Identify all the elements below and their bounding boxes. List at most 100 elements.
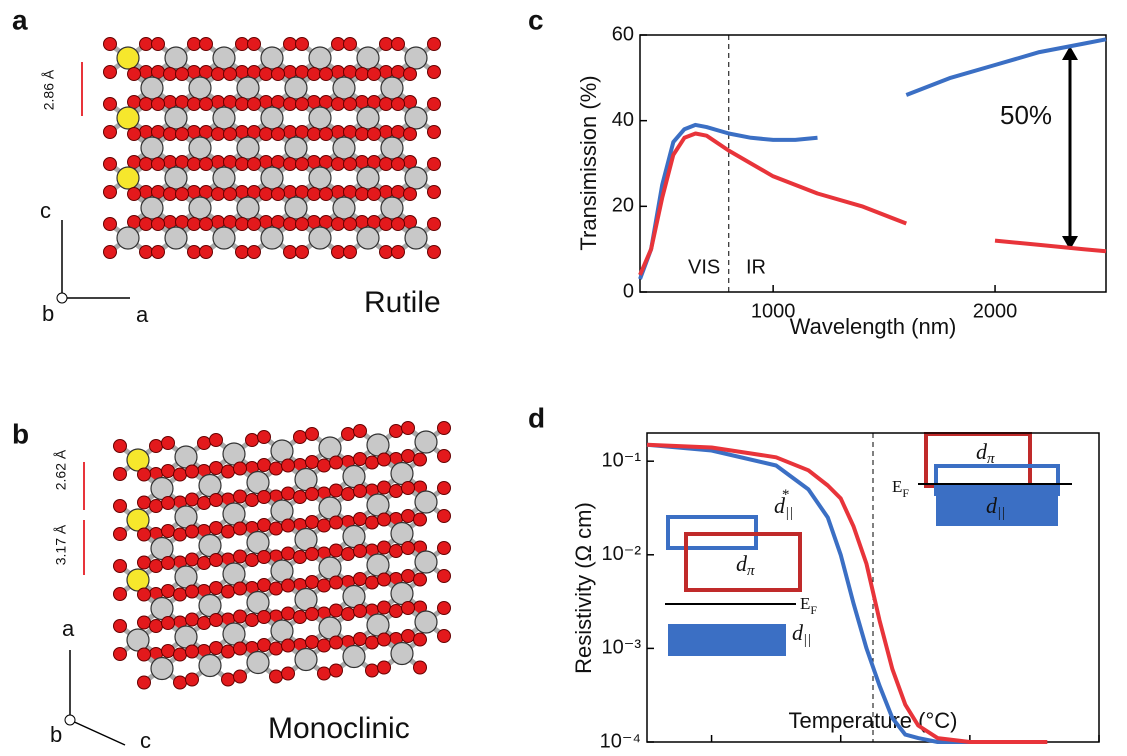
- oxygen-atom: [404, 188, 417, 201]
- vanadium-atom: [141, 77, 163, 99]
- vanadium-atom: [261, 167, 283, 189]
- vanadium-atom: [405, 167, 427, 189]
- oxygen-atom: [114, 620, 127, 633]
- oxygen-atom: [258, 519, 271, 532]
- vanadium-atom: [213, 107, 235, 129]
- oxygen-atom: [162, 525, 175, 538]
- distance-label: 3.17 Å: [53, 524, 69, 565]
- oxygen-atom: [438, 570, 451, 583]
- oxygen-atom: [176, 128, 189, 141]
- oxygen-atom: [114, 588, 127, 601]
- vanadium-atom: [319, 617, 341, 639]
- oxygen-atom: [272, 188, 285, 201]
- oxygen-atom: [222, 465, 235, 478]
- page: a 2.86 Å Rutile c b a b 2.62 Å 3.17 Å Mo…: [0, 0, 1127, 756]
- oxygen-atom: [248, 158, 261, 171]
- oxygen-atom: [282, 547, 295, 560]
- oxygen-atom: [366, 456, 379, 469]
- phase-name: Monoclinic: [268, 712, 410, 745]
- oxygen-atom: [354, 573, 367, 586]
- oxygen-atom: [248, 98, 261, 111]
- oxygen-atom: [378, 481, 391, 494]
- oxygen-atom: [330, 576, 343, 589]
- vanadium-atom: [285, 197, 307, 219]
- panel-label: c: [528, 4, 544, 35]
- oxygen-atom: [428, 38, 441, 51]
- vanadium-atom: [357, 227, 379, 249]
- oxygen-atom: [222, 645, 235, 658]
- oxygen-atom: [330, 484, 343, 497]
- vanadium-atom: [237, 77, 259, 99]
- oxygen-atom: [258, 491, 271, 504]
- oxygen-atom: [378, 661, 391, 674]
- oxygen-atom: [366, 516, 379, 529]
- oxygen-atom: [150, 500, 163, 513]
- oxygen-atom: [414, 573, 427, 586]
- oxygen-atom: [282, 519, 295, 532]
- oxygen-atom: [402, 510, 415, 523]
- vanadium-atom: [285, 77, 307, 99]
- oxygen-atom: [210, 554, 223, 567]
- panel-label: d: [528, 402, 545, 433]
- oxygen-atom: [200, 246, 213, 259]
- oxygen-atom: [234, 522, 247, 535]
- annotation: IR: [746, 256, 766, 278]
- y-tick-label: 10⁻²: [602, 543, 642, 565]
- oxygen-atom: [222, 585, 235, 598]
- oxygen-atom: [332, 158, 345, 171]
- vanadium-atom: [333, 137, 355, 159]
- vanadium-atom: [247, 532, 269, 554]
- band-label: EF: [800, 594, 817, 617]
- x-axis-label: Temperature (°C): [789, 708, 958, 733]
- oxygen-atom: [188, 158, 201, 171]
- oxygen-atom: [354, 605, 367, 618]
- vanadium-atom: [271, 560, 293, 582]
- oxygen-atom: [258, 639, 271, 652]
- oxygen-atom: [284, 246, 297, 259]
- vanadium-atom: [165, 227, 187, 249]
- oxygen-atom: [270, 642, 283, 655]
- band-label: d||: [792, 620, 811, 648]
- oxygen-atom: [212, 68, 225, 81]
- data-line: [640, 134, 1106, 275]
- oxygen-atom: [150, 560, 163, 573]
- vanadium-atom: [199, 475, 221, 497]
- oxygen-atom: [260, 128, 273, 141]
- y-tick-label: 40: [612, 109, 634, 131]
- vanadium-atom: [295, 589, 317, 611]
- oxygen-atom: [164, 128, 177, 141]
- oxygen-atom: [140, 158, 153, 171]
- band-label: dπ: [976, 439, 995, 467]
- vanadium-atom: [391, 583, 413, 605]
- oxygen-atom: [378, 601, 391, 614]
- vanadium-atom: [357, 167, 379, 189]
- oxygen-atom: [438, 482, 451, 495]
- oxygen-atom: [138, 616, 151, 629]
- oxygen-atom: [356, 128, 369, 141]
- band-label-sub: π: [987, 451, 995, 467]
- oxygen-atom: [174, 468, 187, 481]
- oxygen-atom: [162, 617, 175, 630]
- oxygen-atom: [402, 482, 415, 495]
- band: [668, 624, 786, 656]
- vanadium-atom: [199, 595, 221, 617]
- oxygen-atom: [354, 513, 367, 526]
- vanadium-atom: [199, 655, 221, 677]
- oxygen-atom: [212, 128, 225, 141]
- axis-out: [57, 293, 67, 303]
- vanadium-atom: [261, 227, 283, 249]
- oxygen-atom: [234, 670, 247, 683]
- vanadium-atom: [381, 197, 403, 219]
- oxygen-atom: [366, 636, 379, 649]
- oxygen-atom: [224, 188, 237, 201]
- oxygen-atom: [308, 128, 321, 141]
- band-label-sup: *: [781, 487, 789, 503]
- oxygen-atom: [140, 246, 153, 259]
- oxygen-atom: [306, 576, 319, 589]
- y-tick-label: 10⁻¹: [602, 449, 642, 471]
- vanadium-atom: [127, 629, 149, 651]
- oxygen-atom: [258, 431, 271, 444]
- vanadium-atom: [117, 227, 139, 249]
- oxygen-atom: [294, 431, 307, 444]
- oxygen-atom: [200, 158, 213, 171]
